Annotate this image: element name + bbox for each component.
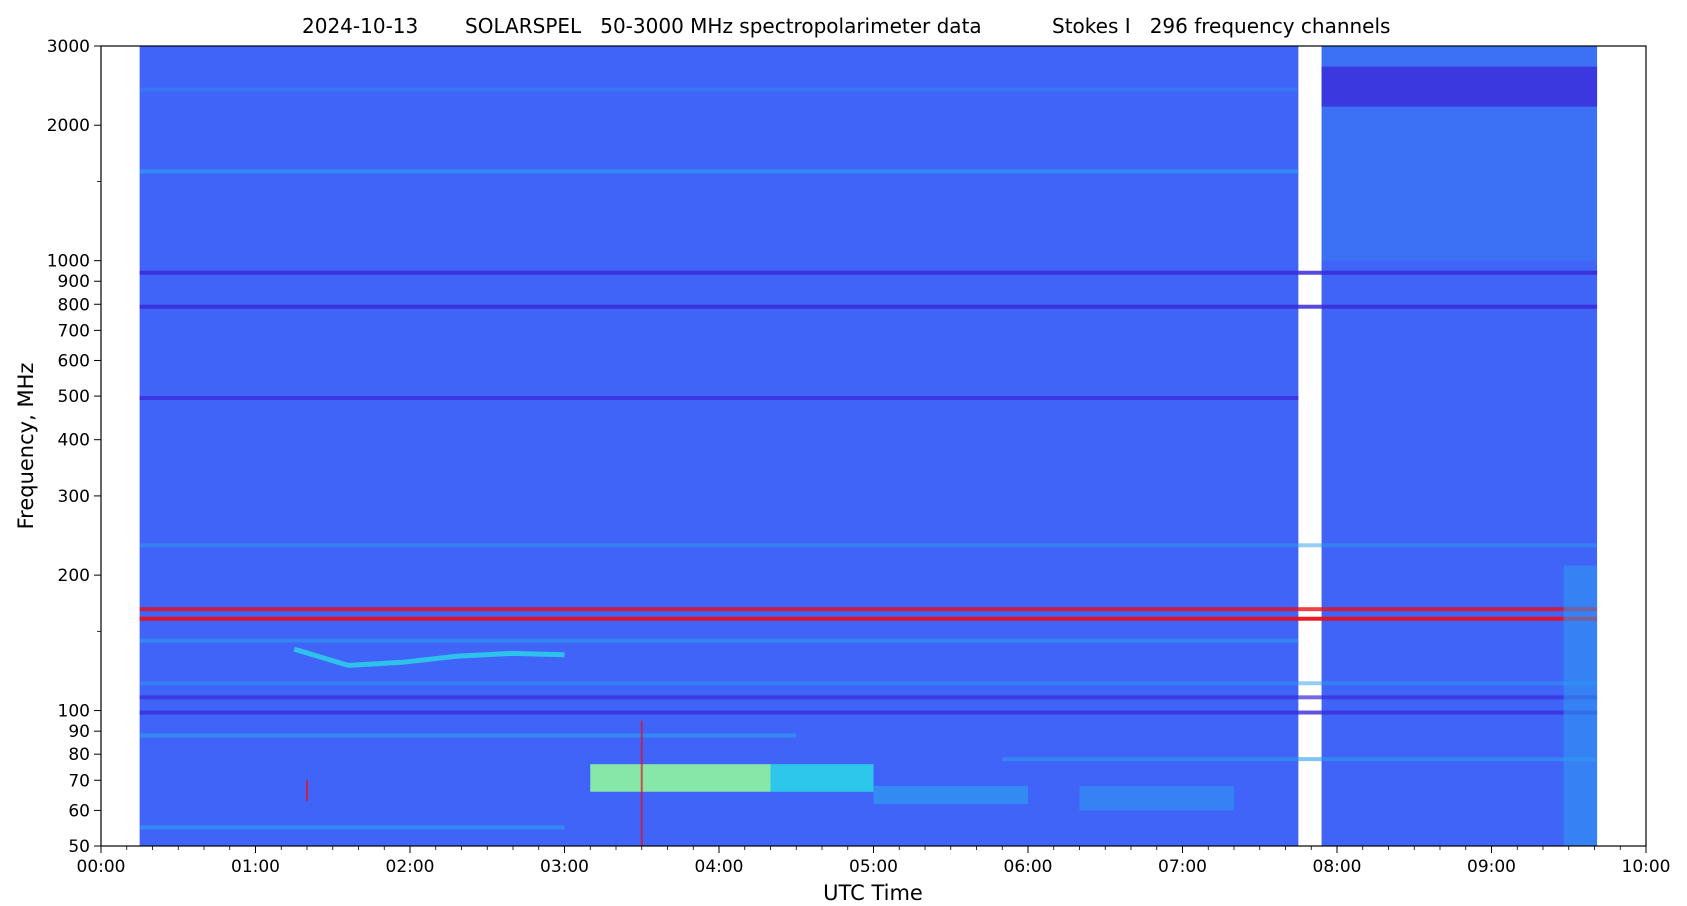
x-tick-label: 05:00 [849,857,898,877]
y-tick-label: 60 [68,801,90,821]
y-tick-label: 3000 [47,37,90,57]
y-tick-label: 70 [68,771,90,791]
x-tick-label: 09:00 [1467,857,1516,877]
rfi-line-11 [139,710,1598,715]
burst-17 [873,785,1028,804]
y-axis-label: Frequency, MHz [14,363,38,530]
y-tick-label: 100 [58,702,90,722]
chart-title-date: 2024-10-13 [302,14,418,38]
x-tick-label: 00:00 [77,857,126,877]
y-tick-label: 400 [58,431,90,451]
y-tick-label: 2000 [47,116,90,136]
burst-19 [1563,565,1598,846]
rfi-line-7 [139,616,1598,621]
chart-title-stokes: Stokes I 296 frequency channels [1052,14,1390,38]
burst-18 [1079,785,1234,811]
y-tick-label: 900 [58,272,90,292]
burst-16 [770,764,874,792]
x-tick-label: 04:00 [695,857,744,877]
y-tick-label: 500 [58,387,90,407]
rfi-line-1 [139,87,1299,92]
rfi-line-13 [1002,757,1598,762]
rfi-line-3 [139,304,1598,309]
y-tick-label: 300 [58,487,90,507]
burst-15 [590,764,771,792]
x-tick-label: 08:00 [1313,857,1362,877]
x-tick-label: 10:00 [1622,857,1671,877]
chart-title-instrument: SOLARSPEL 50-3000 MHz spectropolarimeter… [465,14,982,38]
rfi-line-10 [139,695,1598,700]
x-tick-label: 07:00 [1158,857,1207,877]
y-tick-label: 600 [58,351,90,371]
y-tick-label: 50 [68,837,90,857]
y-tick-label: 1000 [47,252,90,272]
x-tick-label: 01:00 [231,857,280,877]
rfi-line-9 [139,681,1598,686]
y-tick-label: 200 [58,566,90,586]
drift-burst-22 [293,646,565,668]
rfi-line-6 [139,607,1598,612]
rfi-line-2 [139,270,1598,275]
data-segment-0 [139,46,1299,846]
plot-area [139,46,1598,846]
burst-21 [1321,66,1598,107]
x-axis-label: UTC Time [823,881,923,905]
rfi-line-8 [139,638,1299,643]
rfi-line-4 [139,396,1299,401]
y-tick-label: 80 [68,745,90,765]
rfi-line-12 [139,733,797,738]
rfi-line-0 [139,169,1299,174]
rfi-line-5 [139,543,1598,548]
y-tick-label: 90 [68,722,90,742]
x-tick-label: 02:00 [386,857,435,877]
y-tick-label: 700 [58,321,90,341]
x-axis: 00:00 01:00 02:00 03:00 04:00 05:00 06:00 07:00… [77,846,1671,877]
rfi-line-14 [139,825,565,830]
x-tick-label: 03:00 [540,857,589,877]
x-tick-label: 06:00 [1004,857,1053,877]
y-tick-label: 800 [58,295,90,315]
chart-title: 2024-10-13 SOLARSPEL 50-3000 MHz spectro… [302,14,1390,38]
